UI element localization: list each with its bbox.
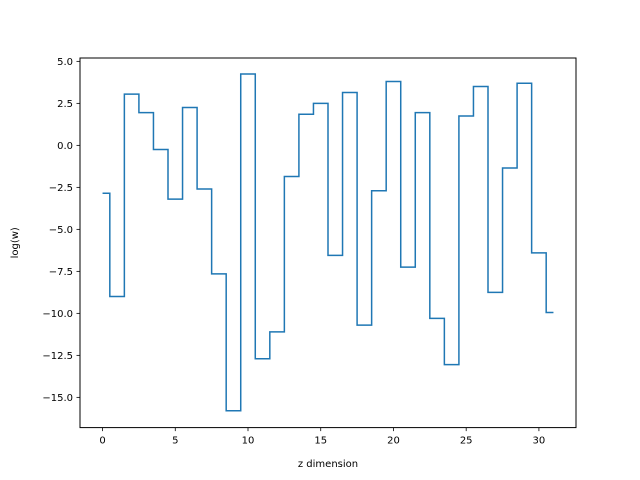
y-tick-label: −12.5 bbox=[42, 351, 73, 362]
y-tick-label: −15.0 bbox=[42, 393, 73, 404]
y-tick-label: 0.0 bbox=[57, 141, 73, 152]
x-tick-label: 15 bbox=[314, 436, 327, 447]
x-tick-label: 10 bbox=[242, 436, 255, 447]
x-tick-label: 0 bbox=[99, 436, 105, 447]
x-axis-ticks: 0 5 10 15 20 25 30 bbox=[99, 427, 546, 447]
x-axis-label: z dimension bbox=[298, 459, 358, 470]
x-tick-label: 5 bbox=[172, 436, 178, 447]
y-axis-ticks: 5.0 2.5 0.0 −2.5 −5.0 −7.5 −10.0 −12.5 −15.0 bbox=[42, 57, 80, 404]
axes-frame bbox=[79, 57, 577, 429]
y-tick-label: −7.5 bbox=[49, 267, 73, 278]
y-tick-label: −2.5 bbox=[49, 183, 73, 194]
y-tick-label: −5.0 bbox=[49, 225, 73, 236]
series-line-0 bbox=[102, 73, 554, 412]
y-tick-label: −10.0 bbox=[42, 309, 73, 320]
x-tick-label: 30 bbox=[533, 436, 546, 447]
plot-area bbox=[102, 73, 554, 412]
y-tick-label: 5.0 bbox=[57, 57, 73, 68]
x-tick-label: 25 bbox=[460, 436, 473, 447]
y-tick-label: 2.5 bbox=[57, 99, 73, 110]
x-tick-label: 20 bbox=[387, 436, 400, 447]
y-axis-label: log(w) bbox=[10, 227, 21, 258]
